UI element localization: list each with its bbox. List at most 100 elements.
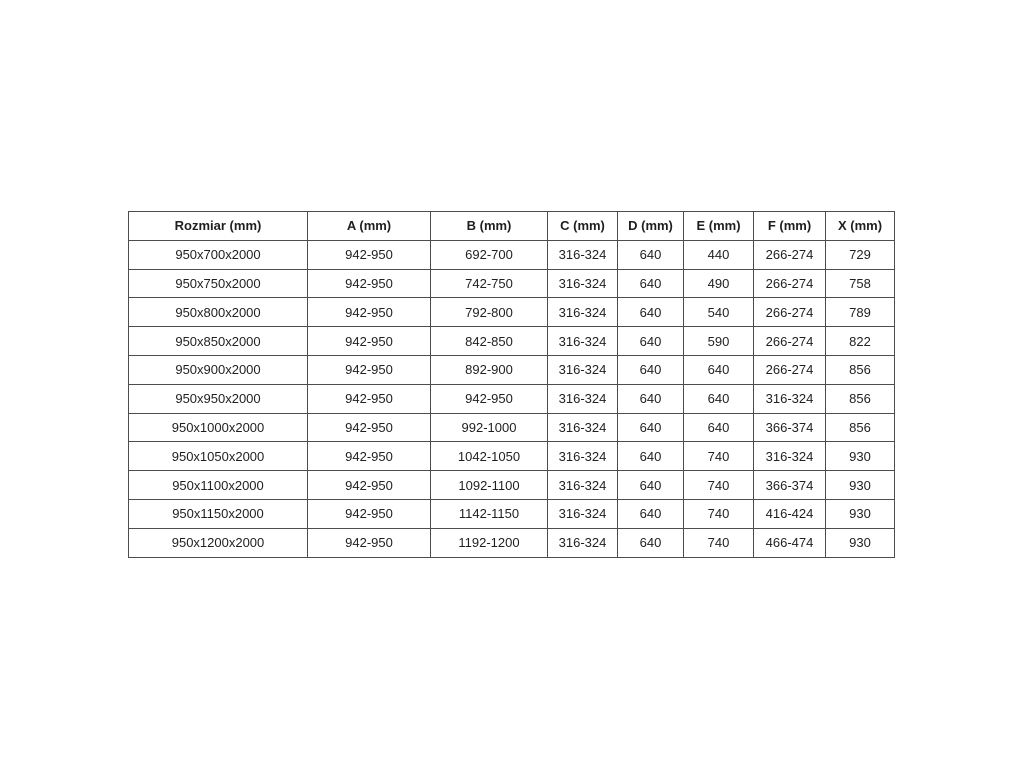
column-header: Rozmiar (mm) [128, 211, 308, 241]
dimensions-spec-table: Rozmiar (mm) A (mm) B (mm) C (mm) D (mm) E (m… [128, 211, 895, 558]
table-cell: 316-324 [547, 412, 618, 443]
table-cell: 640 [617, 268, 684, 299]
table-cell: 316-324 [547, 383, 618, 414]
table-cell: 992-1000 [430, 412, 548, 443]
table-cell: 1142-1150 [430, 498, 548, 529]
table-cell: 1192-1200 [430, 527, 548, 558]
table-cell: 950x750x2000 [128, 268, 308, 299]
table-cell: 950x850x2000 [128, 326, 308, 356]
table-cell: 366-374 [753, 470, 826, 500]
table-cell: 942-950 [430, 383, 548, 414]
column-header: C (mm) [547, 211, 618, 241]
table-row: 950x900x2000 942-950 892-900 316-324 640 640 2… [128, 354, 895, 385]
table-cell: 640 [617, 412, 684, 443]
table-cell: 740 [683, 527, 754, 558]
header-row: Rozmiar (mm) A (mm) B (mm) C (mm) D (mm) E (m… [128, 211, 895, 241]
table-cell: 729 [825, 239, 895, 270]
table-cell: 640 [617, 527, 684, 558]
table-cell: 640 [617, 498, 684, 529]
table-cell: 466-474 [753, 527, 826, 558]
table-row: 950x950x2000 942-950 942-950 316-324 640 640 3… [128, 383, 895, 414]
table-cell: 930 [825, 498, 895, 529]
table-cell: 942-950 [307, 470, 431, 500]
table-cell: 950x700x2000 [128, 239, 308, 270]
table-cell: 316-324 [753, 441, 826, 472]
table-cell: 856 [825, 412, 895, 443]
table-cell: 942-950 [307, 297, 431, 328]
table-cell: 640 [683, 383, 754, 414]
table-cell: 316-324 [547, 470, 618, 500]
table-cell: 316-324 [547, 326, 618, 356]
table-cell: 316-324 [547, 498, 618, 529]
table-cell: 316-324 [547, 239, 618, 270]
table-cell: 316-324 [547, 297, 618, 328]
table-cell: 942-950 [307, 326, 431, 356]
table-cell: 822 [825, 326, 895, 356]
table-cell: 266-274 [753, 297, 826, 328]
table-cell: 942-950 [307, 383, 431, 414]
table-cell: 950x900x2000 [128, 354, 308, 385]
table-cell: 316-324 [753, 383, 826, 414]
table-cell: 440 [683, 239, 754, 270]
table-cell: 950x1050x2000 [128, 441, 308, 472]
table-cell: 640 [617, 383, 684, 414]
table-cell: 842-850 [430, 326, 548, 356]
table-cell: 950x1000x2000 [128, 412, 308, 443]
table-row: 950x850x2000 942-950 842-850 316-324 640 590 2… [128, 326, 895, 356]
table-cell: 856 [825, 354, 895, 385]
table-cell: 942-950 [307, 441, 431, 472]
table-cell: 316-324 [547, 527, 618, 558]
table-cell: 640 [617, 470, 684, 500]
table-row: 950x1100x2000 942-950 1092-1100 316-324 640 7… [128, 470, 895, 500]
table-body: 950x700x2000 942-950 692-700 316-324 640 440 2… [128, 239, 895, 558]
table-cell: 266-274 [753, 326, 826, 356]
table-cell: 742-750 [430, 268, 548, 299]
table-cell: 1092-1100 [430, 470, 548, 500]
column-header: X (mm) [825, 211, 895, 241]
table-cell: 758 [825, 268, 895, 299]
table-row: 950x750x2000 942-950 742-750 316-324 640 490 2… [128, 268, 895, 299]
table-cell: 366-374 [753, 412, 826, 443]
table-cell: 740 [683, 441, 754, 472]
table-cell: 942-950 [307, 412, 431, 443]
table-cell: 316-324 [547, 441, 618, 472]
table-cell: 792-800 [430, 297, 548, 328]
table-cell: 640 [617, 297, 684, 328]
table-cell: 266-274 [753, 268, 826, 299]
table-row: 950x800x2000 942-950 792-800 316-324 640 540 2… [128, 297, 895, 328]
table-cell: 930 [825, 527, 895, 558]
table-cell: 640 [617, 326, 684, 356]
table-row: 950x1200x2000 942-950 1192-1200 316-324 640 7… [128, 527, 895, 558]
table-cell: 640 [617, 441, 684, 472]
table-cell: 930 [825, 470, 895, 500]
table-cell: 942-950 [307, 268, 431, 299]
table-cell: 950x1100x2000 [128, 470, 308, 500]
table-cell: 950x950x2000 [128, 383, 308, 414]
table-row: 950x1150x2000 942-950 1142-1150 316-324 640 7… [128, 498, 895, 529]
table-cell: 590 [683, 326, 754, 356]
table-cell: 640 [617, 239, 684, 270]
column-header: B (mm) [430, 211, 548, 241]
table-cell: 950x1150x2000 [128, 498, 308, 529]
column-header: E (mm) [683, 211, 754, 241]
table-cell: 416-424 [753, 498, 826, 529]
table-cell: 316-324 [547, 354, 618, 385]
table-cell: 640 [617, 354, 684, 385]
table-header: Rozmiar (mm) A (mm) B (mm) C (mm) D (mm) E (m… [128, 211, 895, 241]
table-cell: 942-950 [307, 498, 431, 529]
table-cell: 640 [683, 412, 754, 443]
table-cell: 950x800x2000 [128, 297, 308, 328]
column-header: A (mm) [307, 211, 431, 241]
table-cell: 789 [825, 297, 895, 328]
table-cell: 266-274 [753, 354, 826, 385]
column-header: F (mm) [753, 211, 826, 241]
table-cell: 856 [825, 383, 895, 414]
table-cell: 692-700 [430, 239, 548, 270]
table-row: 950x700x2000 942-950 692-700 316-324 640 440 2… [128, 239, 895, 270]
table-cell: 640 [683, 354, 754, 385]
table-cell: 892-900 [430, 354, 548, 385]
table-cell: 740 [683, 498, 754, 529]
column-header: D (mm) [617, 211, 684, 241]
table-cell: 950x1200x2000 [128, 527, 308, 558]
